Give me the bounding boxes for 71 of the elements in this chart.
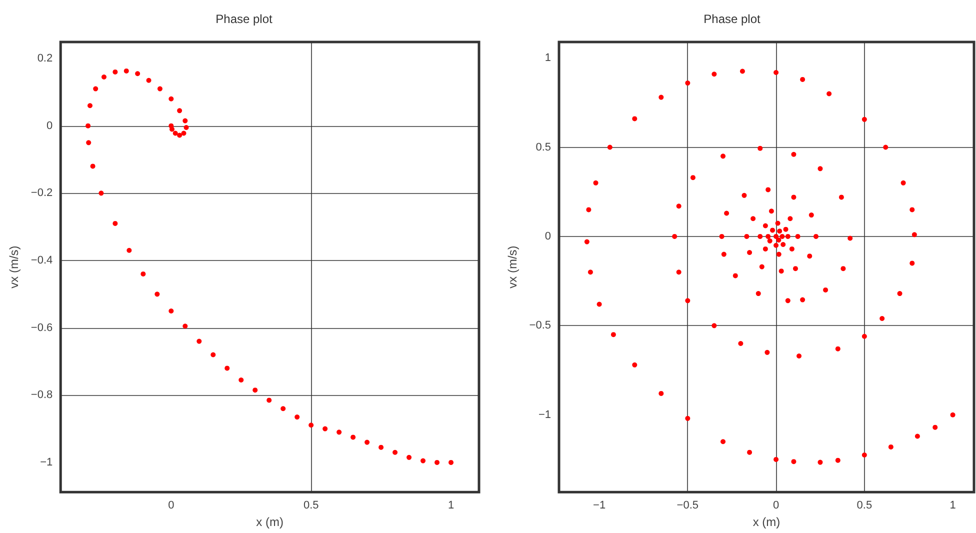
point xyxy=(140,271,146,276)
point xyxy=(392,450,398,455)
point xyxy=(448,460,454,465)
point xyxy=(238,377,244,382)
point xyxy=(378,444,384,450)
x-tick-label: 1 xyxy=(448,500,454,512)
point xyxy=(252,388,258,393)
y-tick-label: −1 xyxy=(40,456,53,468)
point xyxy=(406,454,412,460)
x-tick-label: 1 xyxy=(950,500,956,512)
point xyxy=(294,414,300,420)
point xyxy=(112,69,118,74)
y-tick-label: −0.6 xyxy=(30,322,53,334)
chart-title: Phase plot xyxy=(704,12,762,26)
y-tick-label: −0.4 xyxy=(30,254,53,266)
point xyxy=(308,422,314,428)
y-tick-label: −1 xyxy=(538,408,551,421)
point xyxy=(184,125,189,130)
y-axis-title: vx (m/s) xyxy=(505,246,520,288)
point xyxy=(90,164,96,169)
point xyxy=(157,86,162,92)
x-tick-label: 0 xyxy=(772,500,780,512)
point xyxy=(98,190,104,196)
y-tick-label: 1 xyxy=(544,52,551,64)
point xyxy=(280,406,286,412)
point xyxy=(420,458,426,464)
point xyxy=(181,130,186,136)
y-tick-label: 0 xyxy=(544,230,551,242)
y-tick-label: −0.2 xyxy=(30,187,53,200)
point xyxy=(86,123,91,128)
x-tick-label: 0.5 xyxy=(303,500,319,512)
y-tick-label: −0.8 xyxy=(30,389,53,402)
y-tick-label: 0.2 xyxy=(37,52,53,64)
point xyxy=(112,220,118,226)
point xyxy=(102,74,106,80)
point xyxy=(93,86,98,92)
point xyxy=(210,352,216,358)
point xyxy=(154,292,160,297)
x-tick-label: 0 xyxy=(168,500,174,512)
point xyxy=(86,140,92,146)
point xyxy=(168,308,174,314)
point xyxy=(124,68,129,74)
chart-title: Phase plot xyxy=(216,12,274,26)
x-tick-label: 0.5 xyxy=(856,500,872,512)
point xyxy=(88,103,92,108)
x-tick-label: −0.5 xyxy=(676,500,699,512)
x-tick-label: −1 xyxy=(593,500,606,512)
point xyxy=(322,426,328,432)
point xyxy=(182,118,188,124)
point xyxy=(135,71,140,76)
point xyxy=(434,460,440,465)
point xyxy=(126,248,132,253)
point xyxy=(224,366,230,371)
point xyxy=(172,130,178,136)
y-tick-label: 0.5 xyxy=(536,141,551,154)
point xyxy=(146,78,152,83)
point xyxy=(168,123,174,128)
y-axis-title: vx (m/s) xyxy=(7,246,21,288)
point xyxy=(168,96,174,102)
x-axis-title: x (m) xyxy=(752,515,780,529)
y-tick-label: −0.5 xyxy=(529,320,551,332)
y-tick-label: 0 xyxy=(46,120,53,132)
point xyxy=(177,132,182,138)
point xyxy=(336,430,342,435)
x-axis-title: x (m) xyxy=(256,515,284,529)
point xyxy=(177,108,182,114)
point xyxy=(266,398,272,403)
point xyxy=(364,440,370,445)
point xyxy=(196,338,202,344)
point xyxy=(182,324,188,329)
point xyxy=(350,434,356,440)
